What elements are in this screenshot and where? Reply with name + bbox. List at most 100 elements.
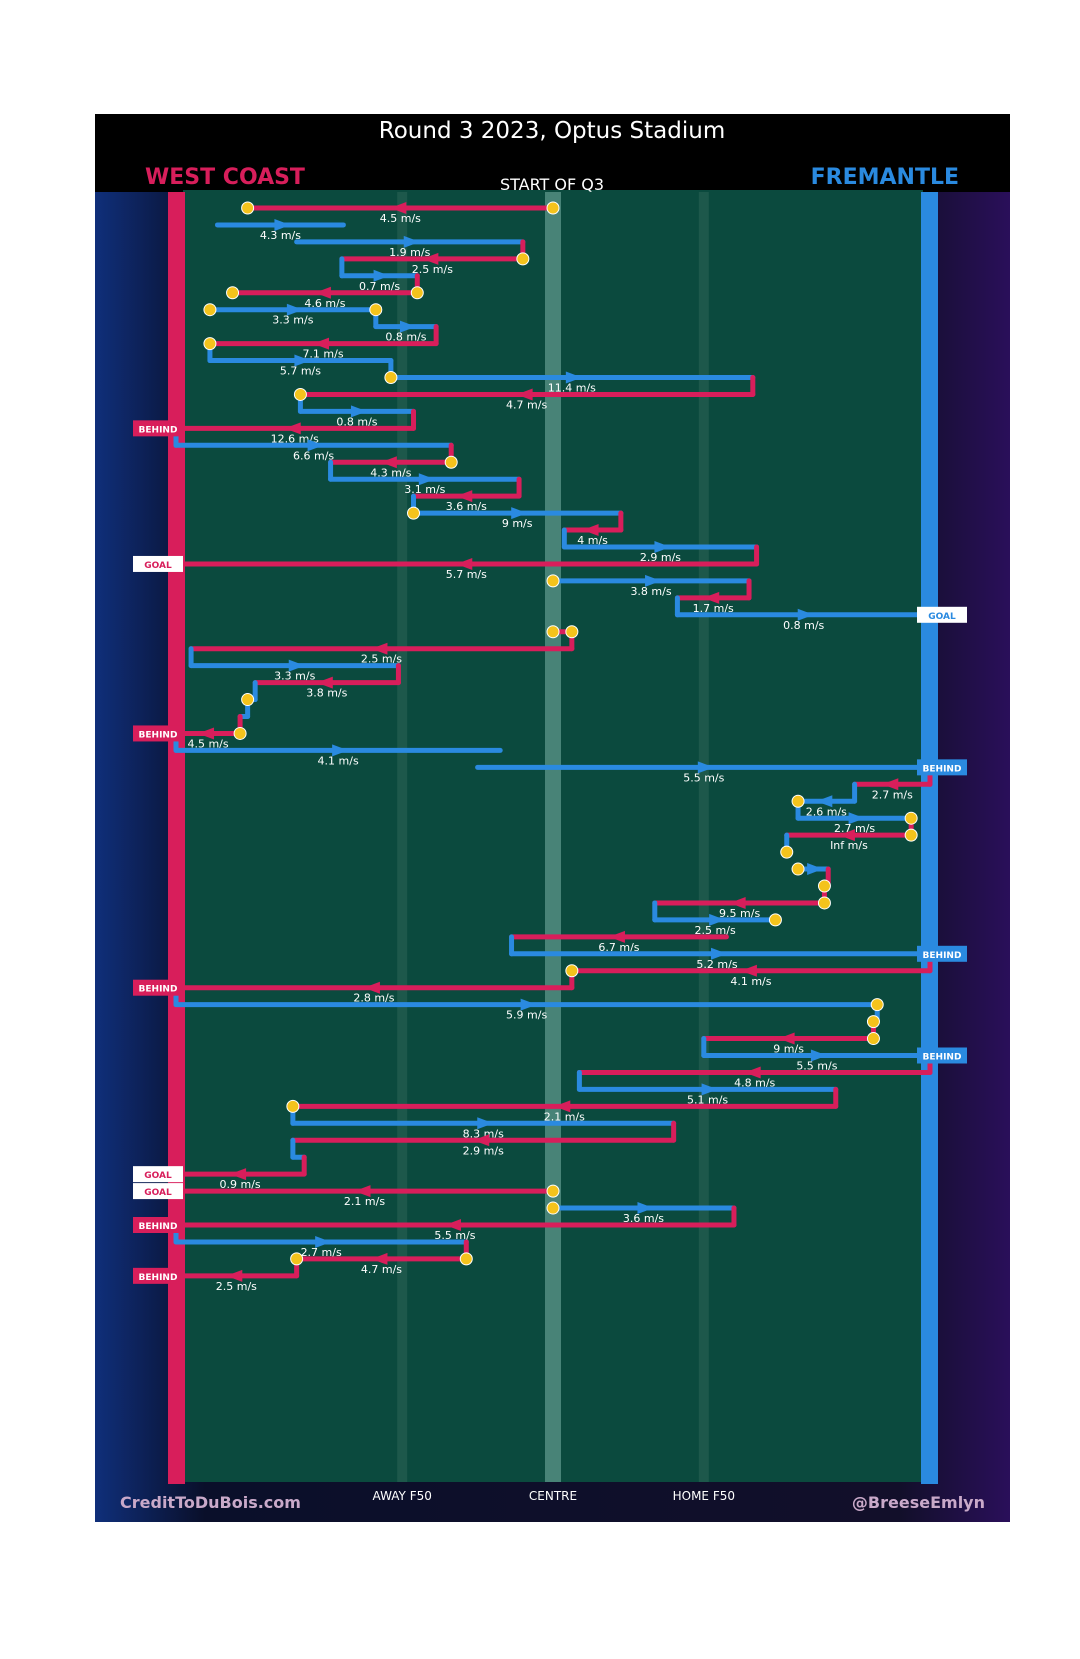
fremantle-goal-line (921, 192, 938, 1484)
x-tick-label: AWAY F50 (373, 1489, 432, 1503)
chain-arrow (350, 405, 367, 418)
chain-arrow (332, 744, 349, 757)
speed-label: 9.5 m/s (719, 907, 760, 920)
chain-arrow (637, 1202, 654, 1215)
chain-arrow (286, 303, 303, 316)
field-line-home-f50 (698, 192, 709, 1482)
kick-chains: 4.5 m/s 4.3 m/s 1.9 m/s 2.5 m/s 0.7 m/s 4.6 m… (173, 202, 933, 1293)
possession-chip (407, 506, 421, 520)
chain-arrow (816, 795, 833, 808)
field-line-away-f50 (397, 192, 408, 1482)
possession-chip (565, 625, 579, 639)
chart-subtitle: START OF Q3 (500, 175, 604, 194)
behind-badge (133, 1267, 183, 1284)
chain-arrow (418, 473, 435, 486)
possession-chip (369, 303, 383, 317)
possession-chip (233, 726, 247, 740)
speed-label: 6.6 m/s (293, 449, 334, 462)
speed-label: 1.9 m/s (389, 246, 430, 259)
chain-arrow (554, 1100, 571, 1113)
chain-arrow (608, 930, 625, 943)
speed-label: 3.8 m/s (630, 585, 671, 598)
chain-arrow (315, 1235, 332, 1248)
behind-badge (133, 1217, 183, 1233)
chain-arrow (703, 591, 720, 604)
chain-arrow (373, 269, 390, 282)
possession-chip (241, 201, 255, 215)
chain-arrow (697, 761, 714, 774)
chain-arrow (582, 524, 599, 537)
x-tick-label: HOME F50 (673, 1489, 735, 1503)
chain-arrow (473, 1134, 490, 1147)
speed-label: 6.7 m/s (598, 941, 639, 954)
chain-arrow (313, 337, 330, 350)
chain-arrow (226, 1269, 243, 1282)
speed-label: 2.5 m/s (361, 653, 402, 666)
score-badge-text: GOAL (144, 1171, 172, 1181)
chain-arrow (477, 1117, 494, 1130)
behind-badge (917, 1047, 967, 1064)
possession-chip (444, 455, 458, 469)
chain-arrow (354, 1185, 371, 1198)
speed-label: 0.7 m/s (359, 280, 400, 293)
speed-label: 3.1 m/s (404, 483, 445, 496)
chain-arrow (371, 1252, 388, 1265)
possession-chip (870, 998, 884, 1012)
fremantle-label: FREMANTLE (811, 165, 959, 190)
speed-label: 2.8 m/s (353, 992, 394, 1005)
score-badge-text: BEHIND (139, 1222, 178, 1232)
chain-arrow (520, 998, 537, 1011)
chain-arrow (701, 1083, 718, 1096)
chain-arrow (307, 439, 324, 452)
chain-arrow (316, 676, 333, 689)
speed-label: 7.1 m/s (302, 348, 343, 361)
possession-chip (290, 1252, 304, 1266)
possession-chip (791, 794, 805, 808)
score-badge-text: BEHIND (923, 951, 962, 961)
chain-arrow (848, 812, 865, 825)
chain-arrow (399, 320, 416, 333)
behind-badge (133, 979, 183, 996)
possession-chip (791, 862, 805, 876)
score-badge-text: BEHIND (139, 730, 178, 740)
behind-badge (917, 945, 967, 962)
speed-label: 2.9 m/s (463, 1144, 504, 1157)
possession-chip (546, 625, 560, 639)
speed-label: Inf m/s (830, 839, 868, 852)
score-markers: BEHIND GOAL GOAL BEHIND BEHIND BEHIND BEHIND BE… (133, 201, 967, 1284)
chain-arrow (380, 456, 397, 469)
score-badge-text: BEHIND (923, 1053, 962, 1063)
speed-label: 4 m/s (577, 534, 608, 547)
x-tick-label: CENTRE (529, 1489, 577, 1503)
possession-chip (286, 1099, 300, 1113)
chain-arrow (645, 574, 662, 587)
speed-label: 1.7 m/s (693, 602, 734, 615)
speed-label: 2.5 m/s (695, 924, 736, 937)
x-axis: AWAY F50 CENTRE HOME F50 (373, 1489, 735, 1503)
chain-arrow (729, 896, 746, 909)
speed-label: 2.6 m/s (806, 805, 847, 818)
chain-arrow (444, 1219, 461, 1231)
speed-label: 5.7 m/s (280, 365, 321, 378)
chain-arrow (882, 778, 899, 791)
speed-label: 2.7 m/s (872, 788, 913, 801)
chain-arrow (456, 557, 473, 570)
possession-chip (817, 879, 831, 893)
possession-chip (565, 964, 579, 978)
chain-arrow (314, 286, 331, 299)
speed-label: 0.8 m/s (783, 619, 824, 632)
speed-label: 2.5 m/s (216, 1280, 257, 1293)
speed-label: 0.8 m/s (336, 415, 377, 428)
chain-arrow (422, 252, 439, 265)
possession-chip (293, 387, 307, 401)
possession-chip (817, 896, 831, 910)
possession-chip (546, 201, 560, 215)
goal-badge (133, 1183, 183, 1200)
west-coast-label: WEST COAST (145, 165, 305, 190)
possession-chip (226, 286, 240, 300)
chain-arrow (807, 863, 824, 876)
chain-arrow (274, 218, 291, 231)
possession-chip (546, 1201, 560, 1215)
speed-label: 8.3 m/s (463, 1127, 504, 1140)
